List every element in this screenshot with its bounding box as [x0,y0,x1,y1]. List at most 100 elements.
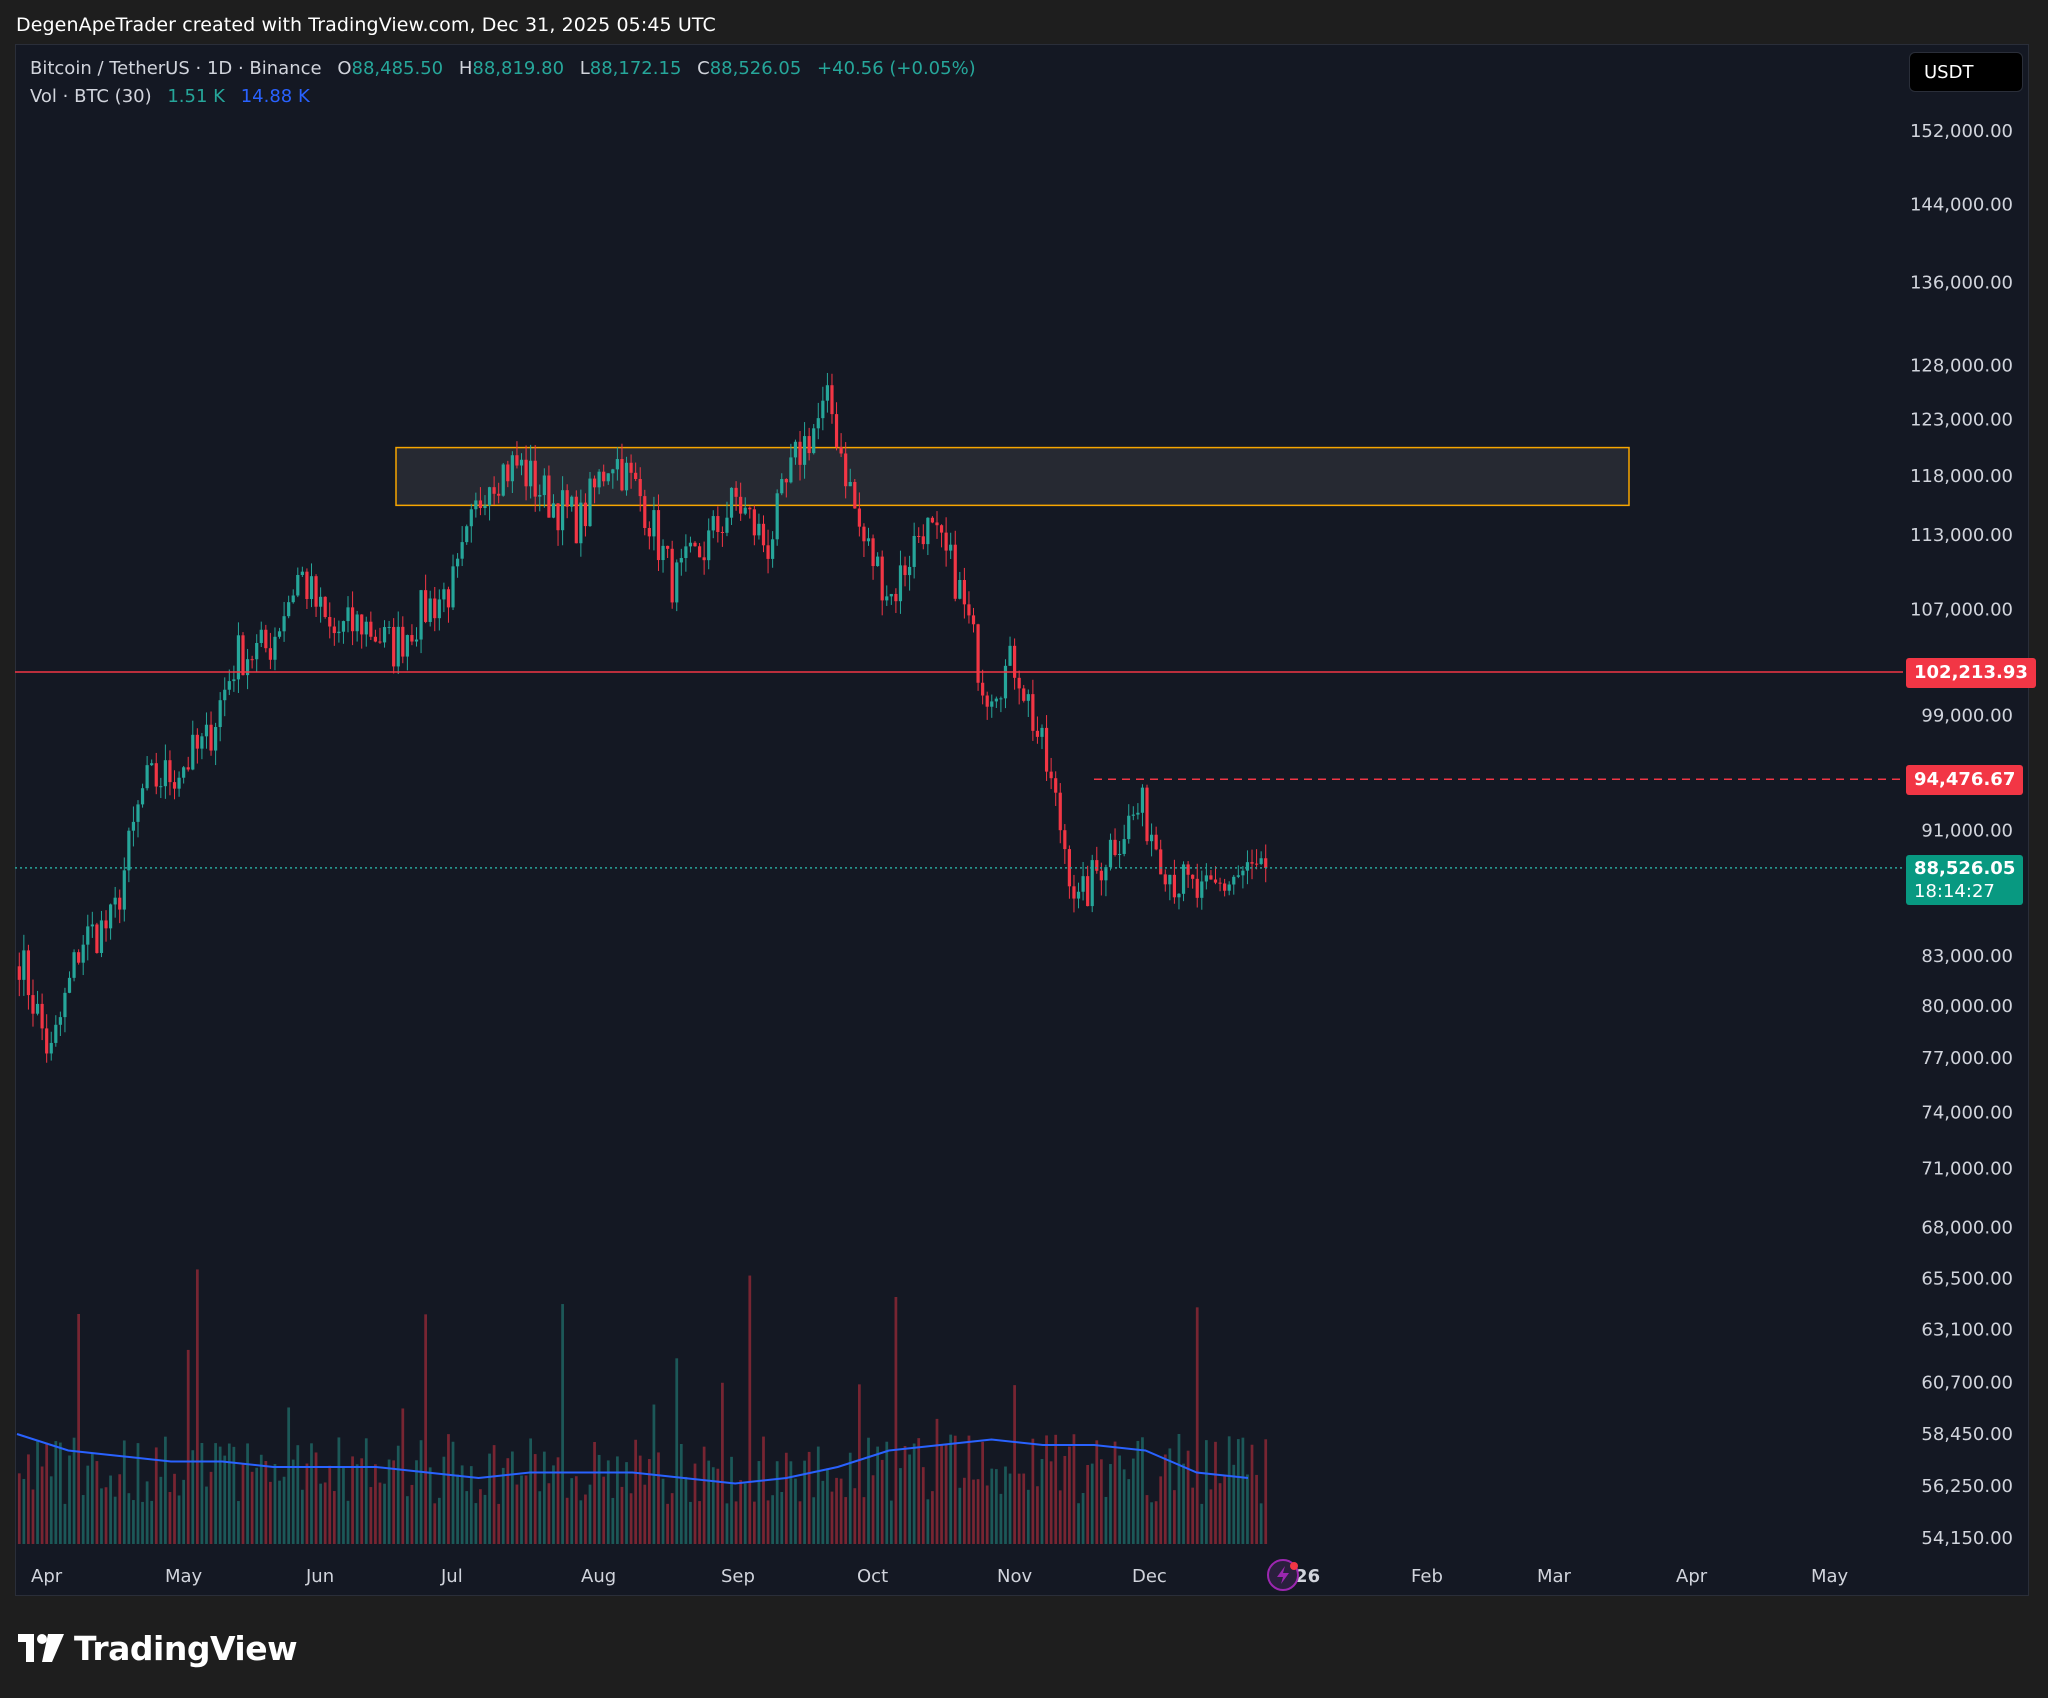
lightning-icon[interactable] [1267,1559,1299,1591]
volume-bar [273,1464,277,1544]
candle-body [1154,834,1158,850]
candle-body [1013,645,1017,678]
candle-body [1022,688,1026,701]
candle-body [72,952,76,978]
volume-bar [958,1487,962,1544]
volume-bar [396,1445,400,1544]
candle-body [99,920,104,953]
volume-bar [921,1467,925,1544]
volume-bar [1145,1495,1149,1544]
volume-bar [1068,1446,1071,1544]
candle-body [748,507,752,510]
volume-bar [1054,1434,1058,1544]
volume-bar [807,1451,811,1544]
volume-bar [661,1478,665,1544]
currency-button[interactable]: USDT [1909,52,2023,92]
supply-zone[interactable] [395,446,1630,507]
volume-bar [1090,1463,1094,1544]
volume-bar [584,1494,587,1544]
volume-bar [1195,1307,1199,1544]
candle-body [629,462,633,473]
candle-body [666,545,670,549]
candle-body [588,478,592,527]
candle-body [478,500,483,509]
candle-body [455,558,460,567]
candle-body [889,593,893,597]
candle-body [150,763,154,766]
volume-bar [743,1483,747,1544]
volume-bar [442,1456,446,1544]
change-value: +40.56 (+0.05%) [817,58,976,79]
volume-bar [1259,1503,1263,1544]
time-axis-label: Oct [857,1566,888,1587]
volume-bar [789,1461,793,1544]
candle-body [556,503,560,531]
candle-body [917,535,921,537]
candle-body [597,471,601,488]
candle-body [876,556,880,567]
volume-bar [141,1501,144,1544]
candle-body [1035,730,1040,737]
volume-bar [447,1434,450,1544]
candle-body [634,472,638,479]
tradingview-logo[interactable]: TradingView [18,1628,298,1668]
volume-bar [780,1491,784,1544]
candle-body [757,523,761,536]
volume-bar [657,1452,660,1544]
volume-bar [716,1468,720,1544]
candle-body [793,441,798,458]
volume-bar [31,1489,35,1544]
volume-bar [1122,1469,1126,1544]
candle-body [446,589,451,608]
price-chart[interactable]: 152,000.00 144,000.00 136,000.00 128,000.00… [15,44,2029,1596]
candle-body [163,760,167,787]
candle-body [583,502,588,527]
volume-bar [1150,1502,1153,1544]
symbol-title[interactable]: Bitcoin / TetherUS · 1D · Binance [30,58,322,79]
candle-body [921,536,925,545]
candle-body [378,641,382,643]
candle-body [894,593,898,602]
candle-body [45,1028,49,1054]
candle-body [401,626,405,657]
candle-body [104,920,108,929]
candle-body [223,689,227,701]
volume-bar [68,1455,71,1544]
volume-bar [511,1451,514,1544]
time-axis-label: Aug [581,1566,616,1587]
volume-bar [730,1456,733,1544]
low-label: L [579,58,590,79]
candle-body [688,542,693,547]
volume-bar [538,1491,542,1544]
candle-body [784,479,788,483]
time-axis-label: Nov [997,1566,1032,1587]
candle-body [1131,814,1135,816]
volume-bar [858,1384,861,1544]
candle-body [510,455,514,482]
candle-body [1168,874,1172,885]
candle-body [734,487,738,497]
volume-bar [940,1445,943,1544]
volume-bar [853,1488,857,1544]
chart-pane[interactable] [15,44,2029,1596]
volume-bar [287,1407,291,1544]
volume-bar [164,1436,167,1544]
volume-bar [405,1496,409,1544]
candle-body [611,469,615,474]
price-axis-label: 123,000.00 [1910,410,2013,431]
volume-label[interactable]: Vol · BTC (30) [30,86,152,107]
candle-body [643,496,647,528]
candle-body [1108,839,1113,868]
candle-body [853,481,857,509]
volume-bar [602,1476,606,1544]
volume-bar [506,1458,510,1544]
candle-body [866,538,871,542]
volume-bar [830,1491,834,1544]
volume-bar [173,1473,176,1544]
candle-body [981,682,985,696]
volume-bar [1072,1434,1076,1544]
candle-body [542,475,546,496]
candle-body [903,565,907,576]
volume-bar [1246,1474,1249,1544]
candle-body [1195,878,1199,898]
